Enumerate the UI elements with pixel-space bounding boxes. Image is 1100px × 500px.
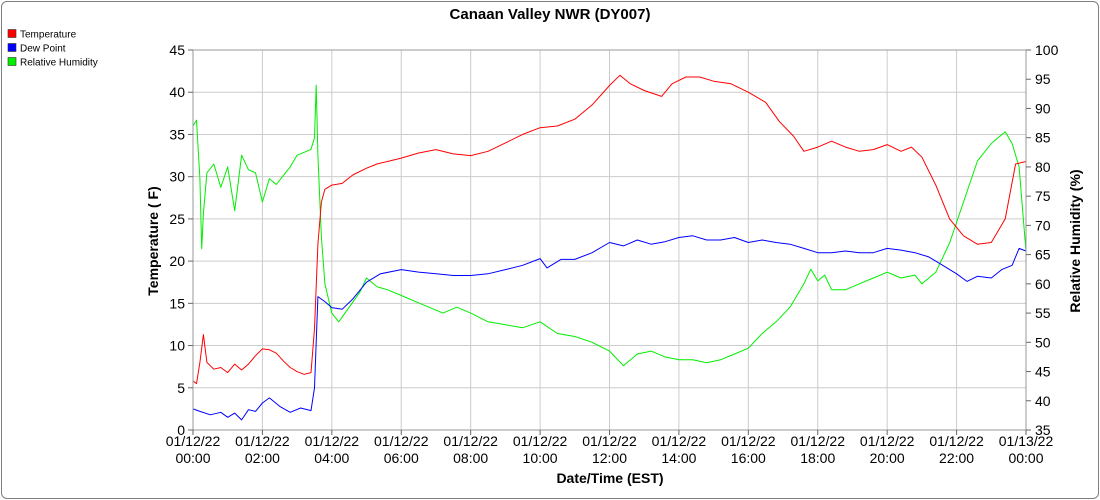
x-tick-date: 01/12/22: [166, 433, 221, 449]
x-tick-time: 18:00: [800, 450, 835, 466]
series-line-temperature: [192, 74, 1027, 385]
y-tick-label: 30: [169, 169, 185, 185]
x-tick-date: 01/12/22: [860, 433, 915, 449]
y2-tick-label: 50: [1035, 334, 1051, 350]
x-tick-time: 14:00: [661, 450, 696, 466]
x-tick-time: 16:00: [731, 450, 766, 466]
y-tick-label: 40: [169, 84, 185, 100]
x-tick-time: 08:00: [453, 450, 488, 466]
x-axis-ticks: 01/12/2200:0001/12/2202:0001/12/2204:000…: [166, 430, 1054, 466]
legend-swatch: [7, 29, 17, 38]
y-tick-label: 35: [169, 126, 185, 142]
chart-title: Canaan Valley NWR (DY007): [450, 6, 651, 23]
x-tick-time: 06:00: [384, 450, 419, 466]
x-tick-time: 10:00: [523, 450, 558, 466]
x-tick-time: 22:00: [939, 450, 974, 466]
x-tick-date: 01/12/22: [652, 433, 707, 449]
x-axis-label: Date/Time (EST): [556, 470, 663, 486]
series-line-dew-point: [192, 235, 1027, 421]
y2-axis-ticks: 35 40 45 50 55 60 65 70 75 80 85 90 95 100: [1026, 42, 1059, 438]
x-tick-date: 01/12/22: [582, 433, 637, 449]
x-tick-time: 02:00: [245, 450, 280, 466]
x-tick-date: 01/12/22: [791, 433, 846, 449]
y2-tick-label: 70: [1035, 217, 1051, 233]
x-tick-time: 12:00: [592, 450, 627, 466]
legend-label: Temperature: [20, 30, 77, 41]
y-tick-label: 10: [169, 338, 185, 354]
y2-tick-label: 95: [1035, 71, 1051, 87]
y-axis-label: Temperature ( F): [145, 186, 161, 295]
x-tick-time: 20:00: [870, 450, 905, 466]
y2-tick-label: 40: [1035, 393, 1051, 409]
y-axis-ticks: 0 5 10 15 20 25 30 35 40 45: [169, 42, 193, 438]
legend-label: Dew Point: [20, 44, 66, 55]
y2-tick-label: 100: [1035, 42, 1059, 58]
x-tick-date: 01/12/22: [443, 433, 498, 449]
x-tick-date: 01/12/22: [513, 433, 568, 449]
x-tick-date: 01/13/22: [999, 433, 1054, 449]
x-tick-time: 04:00: [314, 450, 349, 466]
legend-swatch: [7, 43, 17, 52]
y2-tick-label: 35: [1035, 422, 1051, 438]
x-tick-time: 00:00: [175, 450, 210, 466]
y-tick-label: 45: [169, 42, 185, 58]
x-tick-date: 01/12/22: [374, 433, 429, 449]
y2-tick-label: 65: [1035, 247, 1051, 263]
x-tick-date: 01/12/22: [235, 433, 290, 449]
legend: Temperature Dew Point Relative Humidity: [7, 29, 98, 69]
y2-axis-label: Relative Humidity (%): [1067, 169, 1083, 312]
x-tick-date: 01/12/22: [721, 433, 776, 449]
series-line-relative-humidity: [192, 84, 1027, 367]
legend-swatch: [7, 57, 17, 66]
y-tick-label: 20: [169, 253, 185, 269]
y2-tick-label: 75: [1035, 188, 1051, 204]
x-tick-date: 01/12/22: [929, 433, 984, 449]
y-tick-label: 0: [177, 422, 185, 438]
x-tick-time: 00:00: [1008, 450, 1043, 466]
y2-tick-label: 85: [1035, 130, 1051, 146]
legend-label: Relative Humidity: [20, 58, 98, 69]
x-tick-date: 01/12/22: [305, 433, 360, 449]
y2-tick-label: 55: [1035, 305, 1051, 321]
series-layer: [192, 74, 1027, 421]
y-tick-label: 15: [169, 295, 185, 311]
y2-tick-label: 90: [1035, 100, 1051, 116]
y-tick-label: 5: [177, 380, 185, 396]
y-tick-label: 25: [169, 211, 185, 227]
y2-tick-label: 80: [1035, 159, 1051, 175]
y2-tick-label: 45: [1035, 364, 1051, 380]
y2-tick-label: 60: [1035, 276, 1051, 292]
